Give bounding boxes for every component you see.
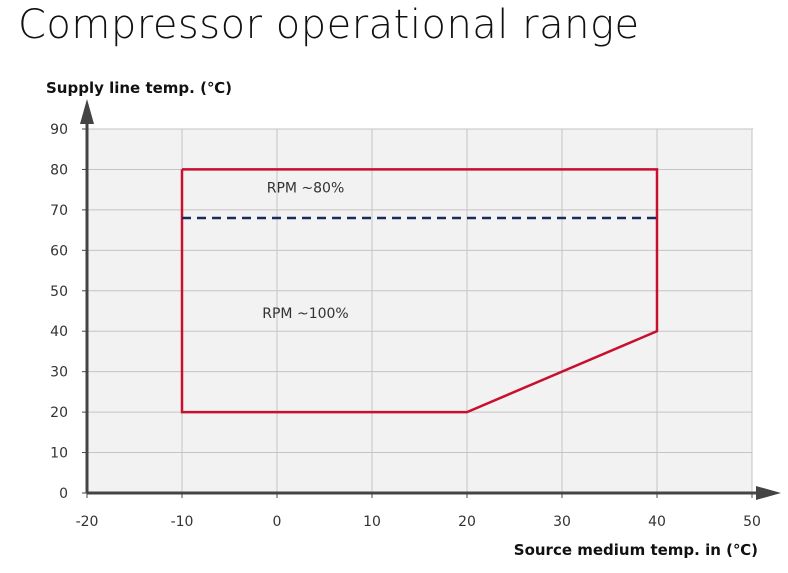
annotation-label: RPM ~80% bbox=[267, 181, 345, 197]
tick-labels: -20 -10 0 10 20 30 40 50 0 10 20 30 40 50 60 70 80 90 bbox=[50, 122, 761, 530]
y-tick-label: 70 bbox=[50, 203, 68, 219]
y-tick-label: 20 bbox=[50, 405, 68, 421]
annotation-label: RPM ~100% bbox=[262, 306, 348, 322]
x-tick-label: 10 bbox=[363, 514, 381, 530]
x-tick-label: 30 bbox=[553, 514, 571, 530]
operating-envelope-line bbox=[180, 168, 659, 414]
x-tick-label: -20 bbox=[76, 514, 99, 530]
annotations-group: RPM ~80% RPM ~100% bbox=[262, 181, 348, 322]
x-axis-label: Source medium temp. in (℃) bbox=[514, 541, 758, 559]
axes-group bbox=[80, 99, 781, 500]
y-tick-label: 10 bbox=[50, 446, 68, 462]
x-tick-label: 20 bbox=[458, 514, 476, 530]
series-group bbox=[180, 168, 659, 414]
y-axis-label: Supply line temp. (℃) bbox=[46, 79, 232, 97]
plot-background bbox=[86, 128, 753, 494]
x-tick-label: 0 bbox=[273, 514, 282, 530]
y-tick-label: 0 bbox=[59, 486, 68, 502]
y-tick-label: 90 bbox=[50, 122, 68, 138]
y-tick-label: 30 bbox=[50, 365, 68, 381]
y-tick-label: 40 bbox=[50, 324, 68, 340]
x-tick-label: -10 bbox=[171, 514, 194, 530]
x-tick-label: 50 bbox=[743, 514, 761, 530]
x-axis-arrow bbox=[756, 486, 781, 500]
x-tick-label: 40 bbox=[648, 514, 666, 530]
y-tick-label: 80 bbox=[50, 162, 68, 178]
chart-title: Compressor operational range bbox=[18, 2, 640, 48]
y-tick-label: 50 bbox=[50, 284, 68, 300]
y-tick-label: 60 bbox=[50, 243, 68, 259]
y-axis-arrow bbox=[80, 99, 94, 124]
